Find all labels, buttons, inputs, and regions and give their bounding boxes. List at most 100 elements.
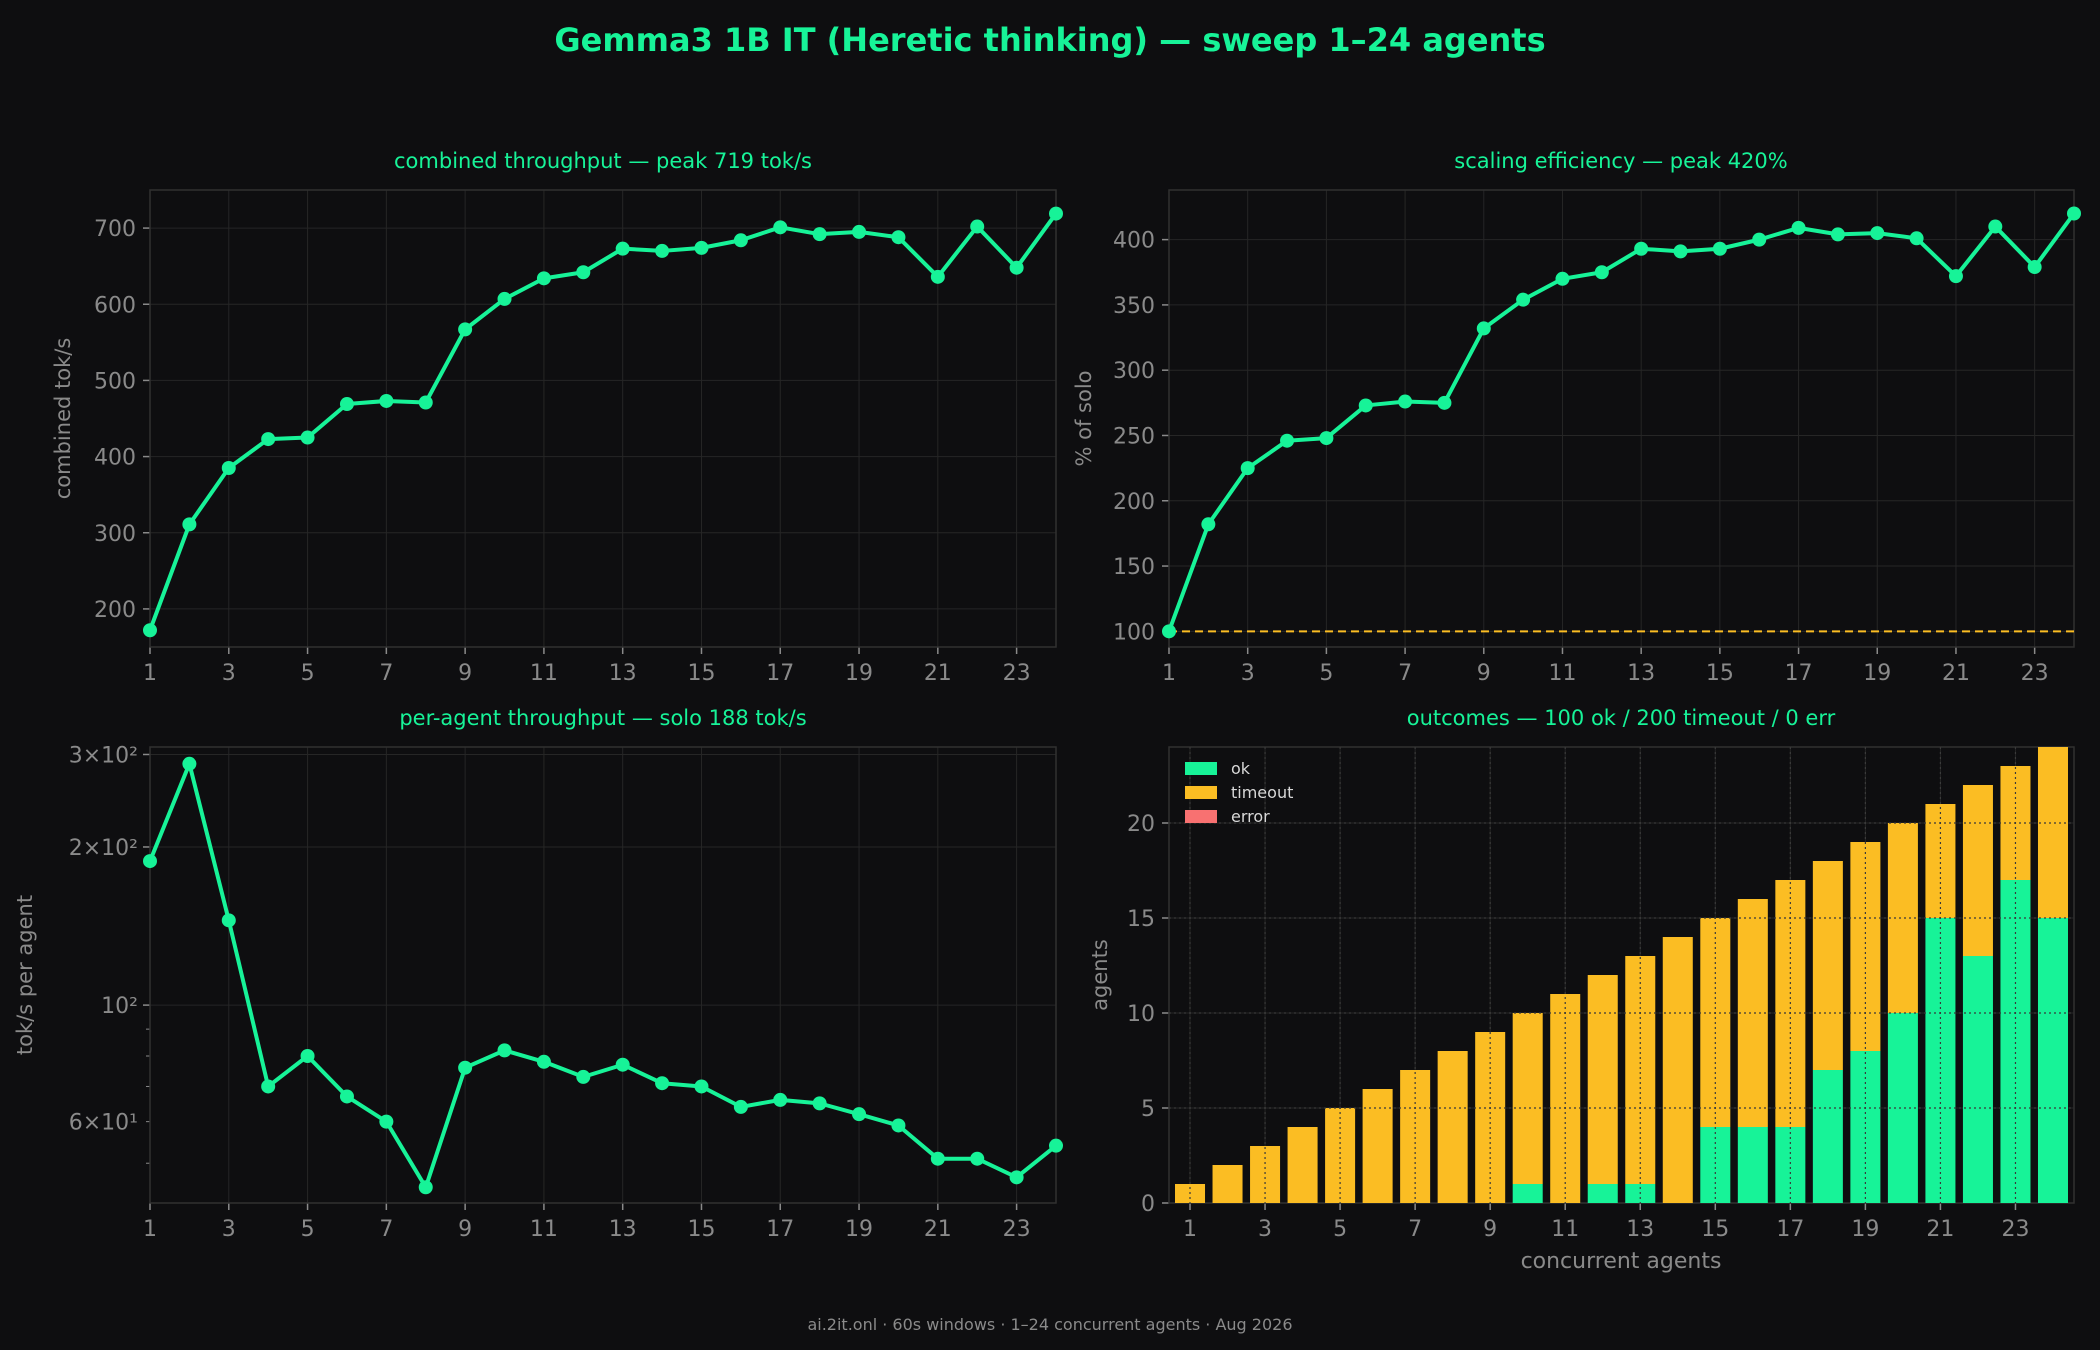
y-tick-label: 10 [1127, 1002, 1155, 1027]
data-point [261, 1079, 276, 1094]
bar-ok [1512, 1184, 1543, 1203]
x-tick-label: 13 [609, 1217, 637, 1242]
bar-ok [1887, 1013, 1918, 1203]
data-point [497, 291, 512, 306]
data-point [300, 1049, 315, 1064]
legend-label-timeout: timeout [1231, 783, 1293, 802]
data-point [1476, 321, 1491, 336]
data-point [418, 1180, 433, 1195]
data-point [694, 1079, 709, 1094]
chart-title: combined throughput — peak 719 tok/s [394, 149, 812, 173]
x-tick-label: 9 [458, 661, 472, 686]
x-tick-label: 1 [1162, 661, 1176, 686]
y-tick-label: 700 [94, 217, 136, 242]
data-point [1948, 269, 1963, 284]
data-point [536, 271, 551, 286]
data-point [1437, 395, 1452, 410]
data-point [615, 1057, 630, 1072]
data-point [300, 430, 315, 445]
x-tick-label: 3 [1241, 661, 1255, 686]
x-tick-label: 11 [530, 661, 558, 686]
legend-swatch-ok [1185, 762, 1217, 775]
data-point [261, 432, 276, 447]
y-tick-label: 600 [94, 293, 136, 318]
plot-frame [149, 189, 1057, 648]
data-point [379, 393, 394, 408]
y-tick-label: 400 [1113, 229, 1155, 254]
x-tick-label: 17 [766, 1217, 794, 1242]
y-axis-label: combined tok/s [51, 338, 75, 500]
data-point [379, 1114, 394, 1129]
x-tick-label: 11 [1548, 661, 1576, 686]
x-tick-label: 5 [301, 1217, 315, 1242]
data-point [2027, 260, 2042, 275]
data-point [891, 230, 906, 245]
footer-note: ai.2it.onl · 60s windows · 1–24 concurre… [807, 1315, 1292, 1334]
x-tick-label: 13 [1626, 1217, 1654, 1242]
y-tick-label: 2×10² [69, 836, 138, 861]
x-tick-label: 9 [458, 1217, 472, 1242]
data-point [1240, 461, 1255, 476]
y-tick-label: 3×10² [69, 743, 138, 768]
y-tick-label: 20 [1127, 812, 1155, 837]
bar-ok [1775, 1127, 1806, 1203]
x-tick-label: 15 [687, 1217, 715, 1242]
chart-title: scaling efficiency — peak 420% [1454, 149, 1788, 173]
bar-timeout [1625, 956, 1656, 1184]
legend-swatch-error [1185, 810, 1217, 823]
chart-outcomes: outcomes — 100 ok / 200 timeout / 0 err … [1088, 706, 2075, 1274]
data-point [1634, 241, 1649, 256]
y-tick-label: 200 [1113, 490, 1155, 515]
x-tick-label: 7 [379, 661, 393, 686]
data-point [1752, 232, 1767, 247]
series-line [148, 212, 1058, 631]
x-tick-label: 19 [1851, 1217, 1879, 1242]
data-point [1870, 226, 1885, 241]
bar-ok [1737, 1127, 1768, 1203]
data-point [1555, 271, 1570, 286]
x-tick-label: 1 [143, 661, 157, 686]
y-tick-label: 350 [1113, 294, 1155, 319]
data-point [1988, 219, 2003, 234]
x-tick-label: 1 [1183, 1217, 1197, 1242]
series-line [148, 761, 1058, 1190]
y-axis-label: tok/s per agent [13, 895, 37, 1055]
y-tick-label: 400 [94, 446, 136, 471]
bar-ok [1925, 918, 1956, 1203]
data-point [143, 623, 157, 638]
data-point [615, 241, 630, 256]
bar-ok [1962, 956, 1993, 1203]
bar-timeout [1437, 1051, 1468, 1203]
y-tick-label: 5 [1141, 1097, 1155, 1122]
data-point [930, 269, 945, 284]
bar-ok [1812, 1070, 1843, 1203]
bar-timeout [1962, 785, 1993, 956]
data-point [694, 240, 709, 255]
x-tick-label: 17 [766, 661, 794, 686]
data-point [852, 224, 867, 239]
bar-timeout [1512, 1013, 1543, 1184]
x-tick-label: 21 [924, 661, 952, 686]
x-tick-label: 11 [1551, 1217, 1579, 1242]
data-point [773, 1092, 788, 1107]
x-tick-label: 11 [530, 1217, 558, 1242]
data-point [458, 322, 473, 337]
x-tick-label: 13 [609, 661, 637, 686]
data-point [1201, 517, 1216, 532]
data-point [970, 1151, 985, 1166]
data-point [930, 1151, 945, 1166]
bar-timeout [1287, 1127, 1318, 1203]
data-point [1049, 1138, 1063, 1153]
data-point [182, 517, 197, 532]
data-point [891, 1118, 906, 1133]
x-tick-label: 23 [1003, 661, 1031, 686]
x-tick-label: 3 [1258, 1217, 1272, 1242]
data-point [339, 1089, 354, 1104]
data-point [576, 265, 591, 280]
y-tick-label: 6×10¹ [69, 1111, 138, 1136]
x-tick-label: 3 [222, 1217, 236, 1242]
x-tick-label: 9 [1477, 661, 1491, 686]
data-point [812, 227, 827, 242]
